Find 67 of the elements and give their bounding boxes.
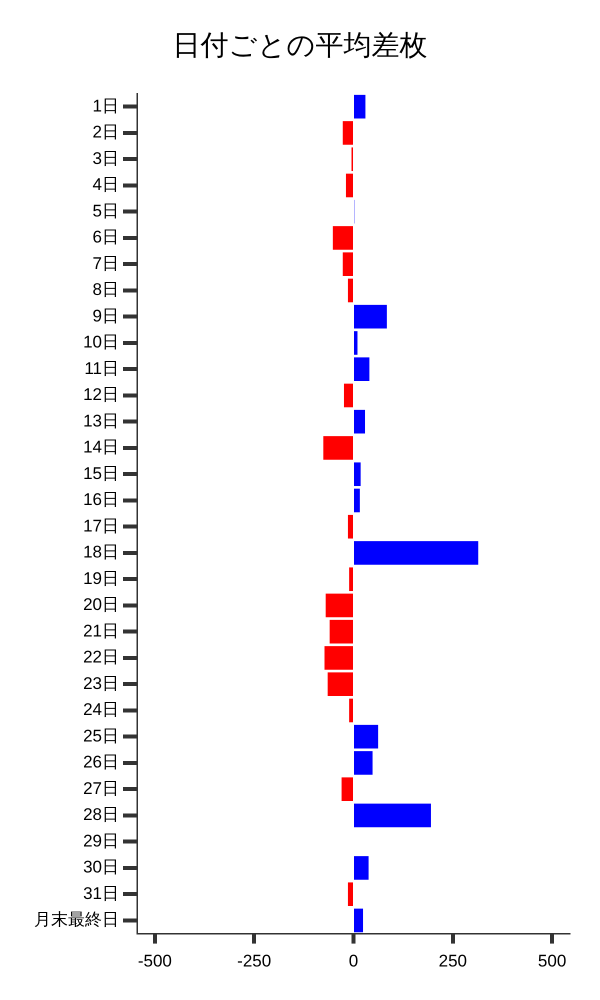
- bar: [342, 252, 353, 276]
- bar: [354, 94, 366, 119]
- y-tick-label: 5日: [92, 201, 119, 220]
- y-tick-label: 6日: [92, 228, 119, 247]
- y-tick-label: 12日: [83, 385, 119, 404]
- bar: [354, 462, 361, 486]
- y-tick-label: 9日: [92, 306, 119, 326]
- y-tick-label: 月末最終日: [34, 910, 119, 930]
- y-tick-label: 4日: [92, 175, 119, 194]
- bar: [354, 357, 370, 382]
- x-tick-label: -500: [138, 951, 172, 970]
- bar: [354, 751, 373, 775]
- x-tick-label: 250: [438, 951, 467, 970]
- bar: [354, 856, 369, 880]
- x-tick-label: 0: [348, 951, 358, 970]
- bar: [330, 620, 353, 644]
- bar: [326, 594, 353, 618]
- y-tick-label: 2日: [92, 122, 119, 142]
- y-tick-label: 16日: [83, 490, 119, 510]
- y-tick-label: 7日: [92, 254, 119, 273]
- bar: [342, 777, 353, 802]
- chart-title: 日付ごとの平均差枚: [172, 30, 428, 61]
- bar: [354, 304, 387, 329]
- y-tick-label: 30日: [83, 858, 119, 877]
- y-tick-label: 29日: [83, 831, 119, 850]
- y-tick-label: 14日: [83, 438, 119, 457]
- y-tick-label: 25日: [83, 726, 119, 746]
- bar: [323, 436, 353, 460]
- bar: [354, 908, 364, 932]
- bar: [332, 226, 353, 250]
- y-tick-label: 28日: [83, 805, 119, 824]
- y-tick-label: 22日: [83, 648, 119, 667]
- bar: [354, 724, 378, 749]
- bar: [328, 672, 353, 696]
- bar: [324, 646, 353, 670]
- y-tick-label: 19日: [83, 568, 119, 588]
- y-tick-label: 23日: [83, 674, 119, 693]
- bar: [354, 410, 366, 434]
- y-tick-label: 1日: [92, 96, 119, 116]
- y-tick-label: 11日: [84, 358, 119, 378]
- bar: [349, 698, 353, 722]
- y-tick-label: 3日: [92, 148, 119, 168]
- bar: [354, 331, 358, 355]
- y-tick-label: 26日: [83, 752, 119, 772]
- bar: [348, 514, 353, 539]
- bar: [344, 384, 353, 408]
- x-tick-label: 500: [538, 951, 566, 970]
- bar: [348, 278, 353, 302]
- y-tick-label: 20日: [83, 595, 119, 614]
- y-tick-label: 18日: [83, 542, 119, 562]
- y-tick-label: 10日: [83, 332, 119, 352]
- bar: [348, 882, 353, 906]
- y-tick-label: 24日: [83, 700, 119, 720]
- y-tick-label: 21日: [83, 621, 119, 640]
- bar: [342, 121, 353, 145]
- y-tick-label: 8日: [92, 280, 119, 300]
- y-tick-label: 31日: [83, 884, 119, 903]
- bar: [349, 567, 353, 592]
- y-tick-label: 13日: [83, 411, 119, 430]
- y-tick-label: 15日: [83, 464, 119, 483]
- x-tick-label: -250: [237, 951, 272, 970]
- y-tick-label: 17日: [83, 516, 119, 536]
- bar: [354, 488, 360, 512]
- bar: [354, 541, 478, 565]
- bar: [354, 804, 431, 828]
- bar: [346, 174, 353, 198]
- y-tick-label: 27日: [83, 778, 119, 798]
